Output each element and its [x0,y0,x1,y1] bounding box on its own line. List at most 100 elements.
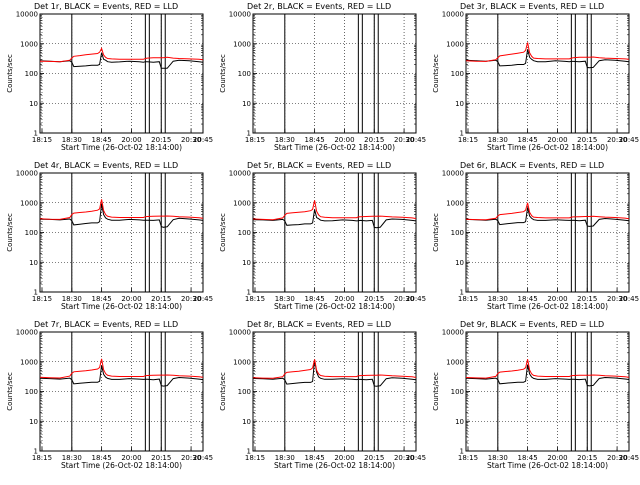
y-axis-label: Counts/sec [219,54,227,93]
y-tick-label: 100 [25,229,38,237]
chart-panel-1: Det 1r, BLACK = Events, RED = LLD 1 10 100 1… [6,2,213,152]
x-tick-label: 18:45 [92,454,112,462]
series-line-lld [465,359,630,379]
y-axis-label: Counts/sec [6,372,14,411]
series-line-events [465,207,630,227]
y-tick-label: 1000 [20,358,38,366]
x-axis-label: Start Time (26-Oct-02 18:14:00) [487,302,608,311]
y-tick-label: 1000 [446,199,464,207]
chart-title: Det 3r, BLACK = Events, RED = LLD [460,2,604,11]
x-tick-label: 18:15 [458,136,478,144]
y-axis-label: Counts/sec [219,213,227,252]
series-line-events [252,359,417,387]
x-tick-label: 18:30 [62,454,82,462]
chart-title: Det 1r, BLACK = Events, RED = LLD [34,2,178,11]
y-tick-label: 1000 [20,40,38,48]
series-line-events [39,365,204,387]
x-tick-label: 20:15 [577,295,597,303]
x-axis-label: Start Time (26-Oct-02 18:14:00) [61,143,182,152]
x-tick-label: 18:30 [488,454,508,462]
y-tick-label: 10 [455,259,464,267]
chart-panel-3: Det 3r, BLACK = Events, RED = LLD 1 10 100 1… [432,2,639,152]
x-tick-label: 20:15 [151,454,171,462]
y-tick-label: 100 [451,388,464,396]
x-tick-label: 20:30 [607,295,627,303]
y-tick-label: 10000 [16,329,38,337]
series-line-events [39,204,204,228]
series-line-lld [465,202,630,221]
y-tick-label: 1000 [233,40,251,48]
x-tick-label: 20:30 [394,295,414,303]
x-tick-label: 20:00 [334,136,354,144]
y-tick-label: 10 [242,418,251,426]
series-line-events [465,364,630,387]
x-tick-label: 20:15 [151,136,171,144]
chart-panel-4: Det 4r, BLACK = Events, RED = LLD 1 10 100 1… [6,161,213,311]
y-tick-label: 1 [460,289,464,297]
chart-panel-6: Det 6r, BLACK = Events, RED = LLD 1 10 100 1… [432,161,639,311]
y-tick-label: 1000 [446,358,464,366]
x-tick-label: 20:45 [193,136,213,144]
x-tick-label: 18:15 [32,295,52,303]
y-tick-label: 10000 [442,11,464,19]
x-tick-label: 20:30 [181,454,201,462]
x-tick-label: 20:00 [547,136,567,144]
x-tick-label: 20:30 [607,136,627,144]
x-tick-label: 20:15 [364,454,384,462]
y-tick-label: 10 [455,418,464,426]
series-line-lld [39,358,204,379]
y-axis-label: Counts/sec [432,54,440,93]
y-tick-label: 100 [25,388,38,396]
x-axis-label: Start Time (26-Oct-02 18:14:00) [274,461,395,470]
series-line-lld [252,359,417,379]
y-axis-label: Counts/sec [219,372,227,411]
chart-title: Det 4r, BLACK = Events, RED = LLD [34,161,178,170]
x-tick-label: 20:15 [151,295,171,303]
y-tick-label: 10000 [229,329,251,337]
x-tick-label: 18:30 [62,136,82,144]
x-tick-label: 20:00 [547,454,567,462]
series-line-events [39,52,204,69]
chart-panel-9: Det 9r, BLACK = Events, RED = LLD 1 10 100 1… [432,320,639,470]
x-tick-label: 18:30 [275,295,295,303]
x-tick-label: 18:30 [488,295,508,303]
x-tick-label: 18:45 [92,295,112,303]
x-tick-label: 20:30 [607,454,627,462]
y-tick-label: 10000 [229,11,251,19]
chart-panel-5: Det 5r, BLACK = Events, RED = LLD 1 10 100 1… [219,161,426,311]
x-tick-label: 20:15 [577,454,597,462]
y-tick-label: 10000 [16,170,38,178]
x-tick-label: 20:00 [121,454,141,462]
chart-panel-7: Det 7r, BLACK = Events, RED = LLD 1 10 100 1… [6,320,213,470]
x-tick-label: 18:45 [518,454,538,462]
y-tick-label: 100 [451,70,464,78]
x-tick-label: 20:45 [193,454,213,462]
x-tick-label: 20:00 [334,454,354,462]
x-tick-label: 20:15 [577,136,597,144]
x-tick-label: 20:15 [364,295,384,303]
chart-title: Det 9r, BLACK = Events, RED = LLD [460,320,604,329]
y-tick-label: 10000 [16,11,38,19]
y-tick-label: 10000 [442,170,464,178]
chart-panel-2: Det 2r, BLACK = Events, RED = LLD 1 10 100 1… [219,2,426,152]
x-tick-label: 20:45 [619,295,639,303]
x-axis-label: Start Time (26-Oct-02 18:14:00) [61,461,182,470]
x-axis-label: Start Time (26-Oct-02 18:14:00) [274,143,395,152]
chart-title: Det 2r, BLACK = Events, RED = LLD [247,2,391,11]
y-tick-label: 1 [34,130,38,138]
y-tick-label: 10 [29,418,38,426]
y-tick-label: 1000 [20,199,38,207]
x-tick-label: 18:30 [62,295,82,303]
y-tick-label: 10 [29,100,38,108]
y-tick-label: 100 [451,229,464,237]
x-axis-label: Start Time (26-Oct-02 18:14:00) [487,143,608,152]
y-tick-label: 1 [247,448,251,456]
x-tick-label: 18:45 [305,295,325,303]
x-tick-label: 20:30 [181,295,201,303]
series-line-events [252,209,417,229]
x-tick-label: 18:15 [245,454,265,462]
x-tick-label: 18:15 [245,136,265,144]
series-line-lld [39,199,204,220]
y-axis-label: Counts/sec [6,213,14,252]
